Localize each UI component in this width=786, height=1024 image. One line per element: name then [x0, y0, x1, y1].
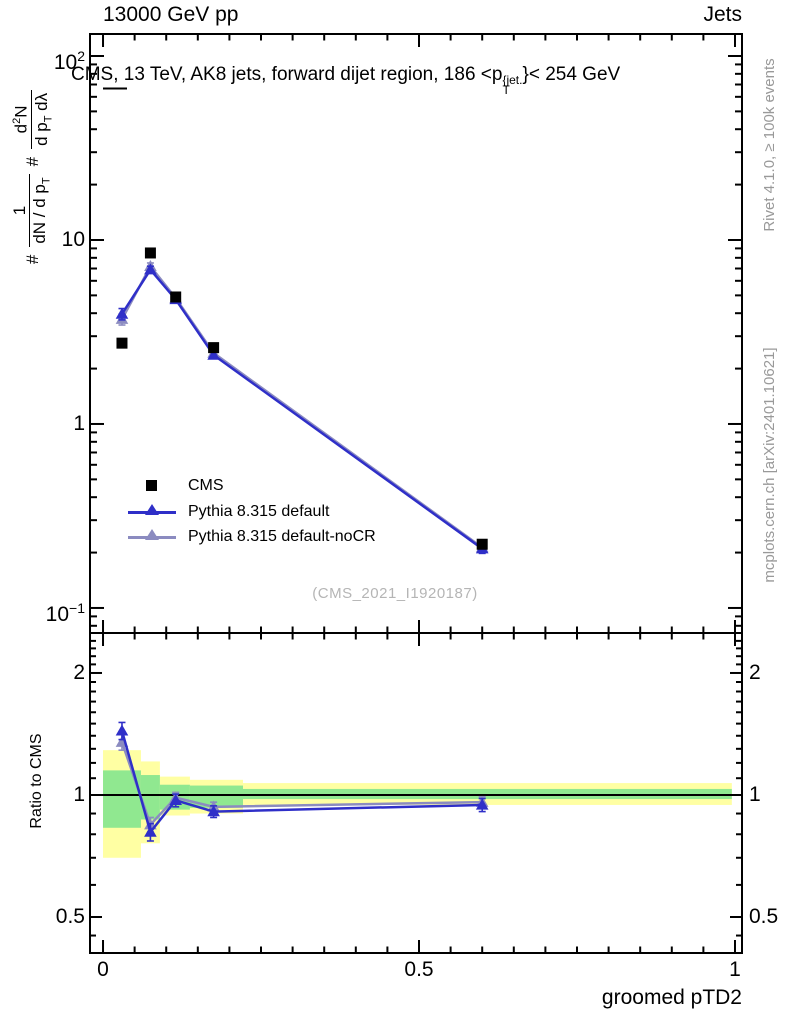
ratio-y-axis-label: Ratio to CMS [28, 733, 45, 829]
ratio-y-tick-label-left: 2 [73, 660, 85, 684]
beam-energy-label: 13000 GeV pp [103, 3, 239, 26]
rivet-version-label: Rivet 4.1.0, ≥ 100k events [761, 58, 778, 232]
x-tick-label: 0.5 [404, 958, 434, 981]
main-y-tick-label: 10−1 [45, 599, 85, 626]
legend-line-triangle-marker [124, 526, 180, 548]
analysis-id-watermark: (CMS_2021_I1920187) [312, 585, 478, 602]
legend-item-label: Pythia 8.315 default-noCR [188, 528, 376, 545]
legend-item-label: CMS [188, 477, 224, 494]
ratio-y-tick-label-right: 1 [749, 782, 761, 806]
legend-square-marker [124, 475, 180, 497]
x-tick-label: 0 [97, 958, 109, 981]
plot-title-tail: }< 254 GeV [522, 64, 621, 85]
ratio-y-tick-label-right: 0.5 [749, 904, 779, 928]
legend-item-label: Pythia 8.315 default [188, 503, 330, 520]
ratio-y-tick-label-left: 0.5 [55, 904, 85, 928]
ratio-y-tick-label-left: 1 [73, 782, 85, 806]
main-y-tick-label: 1 [73, 411, 85, 435]
plot-title-text: CMS, 13 TeV, AK8 jets, forward dijet reg… [71, 64, 503, 85]
main-y-tick-label: 102 [53, 48, 85, 74]
mcplots-reference-label: mcplots.cern.ch [arXiv:2401.10621] [761, 347, 778, 583]
plot-title: CMS, 13 TeV, AK8 jets, forward dijet reg… [71, 64, 621, 97]
analysis-group-label: Jets [703, 3, 742, 26]
ratio-y-tick-label-right: 2 [749, 660, 761, 684]
y-axis-fraction-2: d2N d pT dλ [7, 89, 58, 149]
legend-line-triangle-marker [124, 501, 180, 523]
plot-title-subsup: {jet. T [502, 73, 523, 97]
x-tick-label: 1 [729, 958, 741, 981]
x-axis-label: groomed pTD2 [601, 986, 742, 1009]
main-y-tick-label: 10 [61, 227, 85, 251]
